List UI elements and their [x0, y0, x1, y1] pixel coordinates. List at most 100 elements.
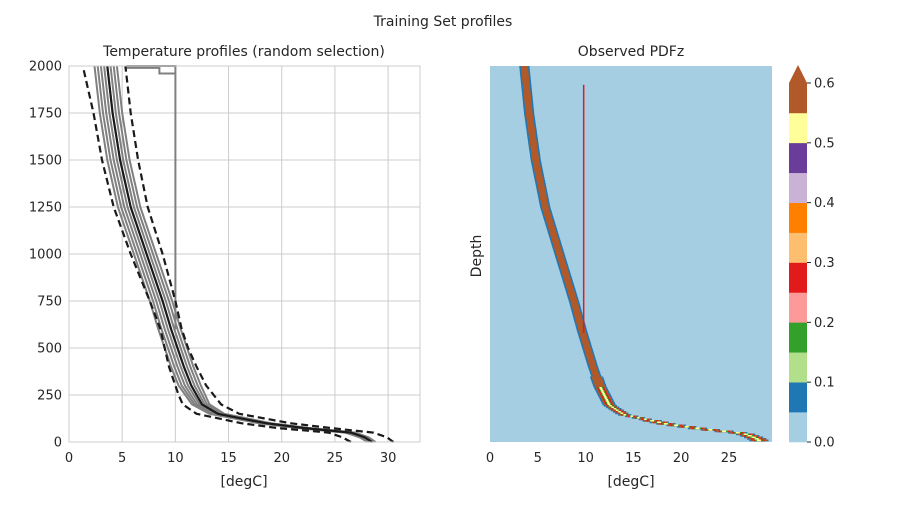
pdfz-cell	[684, 426, 689, 428]
pdfz-cell	[583, 345, 591, 347]
pdfz-cell	[535, 174, 543, 176]
pdfz-cell	[523, 87, 530, 89]
pdfz-cell	[543, 213, 551, 215]
pdfz-cell	[544, 216, 552, 218]
pdfz-cell	[644, 418, 647, 421]
pdfz-cell	[525, 111, 533, 113]
pdfz-cell	[531, 154, 539, 157]
pdfz-cell	[559, 265, 567, 268]
pdfz-cell	[524, 97, 532, 100]
pdfz-cell	[589, 364, 596, 367]
pdfz-cell	[545, 217, 553, 220]
pdfz-cell	[538, 187, 545, 190]
colorbar-tick-label: 0.1	[814, 376, 835, 391]
pdfz-cell	[754, 438, 759, 440]
pdfz-cell	[587, 360, 595, 362]
pdfz-cell	[562, 274, 570, 277]
pdfz-cell	[527, 127, 535, 130]
pdfz-cell	[540, 199, 548, 202]
colorbar-segment	[789, 112, 807, 144]
pdfz-cell	[531, 150, 538, 152]
pdfz-cell	[526, 115, 533, 118]
pdfz-cell	[539, 196, 547, 199]
pdfz-cell	[578, 330, 586, 332]
pdfz-cell	[571, 303, 579, 305]
left-y-tick-label: 1250	[29, 201, 62, 216]
pdfz-cell	[558, 262, 566, 265]
pdfz-cell	[546, 220, 554, 223]
pdfz-band	[519, 66, 769, 442]
pdfz-cell	[592, 373, 600, 376]
pdfz-cell	[556, 253, 564, 256]
pdfz-cell	[527, 123, 535, 125]
pdfz-cell	[565, 283, 573, 286]
pdfz-cell	[708, 429, 713, 431]
pdfz-cell	[540, 198, 548, 200]
pdfz-cell	[576, 322, 584, 325]
left-grid	[68, 65, 420, 443]
pdfz-cell	[590, 367, 597, 370]
pdfz-cell	[534, 168, 541, 170]
pdfz-cell	[618, 411, 621, 413]
pdfz-cell	[529, 141, 537, 143]
pdfz-cell	[603, 394, 606, 397]
pdfz-cell	[573, 310, 581, 313]
left-x-axis-label: [degC]	[220, 474, 267, 490]
pdfz-cell	[592, 375, 600, 377]
pdfz-cell	[582, 343, 590, 346]
pdfz-cell	[538, 189, 546, 191]
pdfz-cell	[568, 294, 576, 296]
pdfz-cell	[548, 229, 556, 232]
pdfz-cell	[521, 69, 529, 71]
pdfz-cell	[542, 208, 550, 211]
pdfz-cell	[594, 384, 605, 386]
pdfz-cell	[538, 192, 546, 194]
pdfz-cell	[528, 130, 536, 133]
pdfz-cell	[531, 153, 539, 155]
pdfz-cell	[613, 408, 617, 410]
pdfz-cell	[735, 432, 740, 434]
pdfz-cell	[547, 225, 555, 227]
figure-suptitle: Training Set profiles	[373, 14, 513, 30]
pdfz-cell	[539, 195, 547, 197]
pdfz-cell	[543, 211, 551, 214]
colorbar-tick-label: 0.0	[814, 436, 835, 451]
pdfz-cell	[525, 106, 532, 109]
pdfz-cell	[527, 124, 535, 127]
pdfz-cell	[533, 166, 541, 169]
pdfz-cell	[560, 267, 568, 269]
pdfz-cell	[567, 291, 575, 293]
pdfz-cell	[566, 286, 574, 289]
pdfz-cell	[526, 117, 534, 119]
right-y-axis-label: Depth	[469, 235, 485, 278]
colorbar-extend-arrow	[789, 65, 807, 83]
pdfz-cell	[657, 421, 662, 424]
pdfz-cell	[529, 142, 537, 145]
pdfz-cell	[579, 331, 586, 334]
pdfz-cell	[522, 82, 530, 85]
pdfz-cell	[591, 376, 602, 379]
pdfz-cell	[525, 109, 533, 112]
pdfz-cell	[572, 306, 579, 308]
pdfz-cell	[542, 210, 550, 212]
pdfz-cell	[550, 235, 558, 238]
pdfz-cell	[747, 435, 752, 437]
pdfz-cell	[574, 316, 582, 319]
pdfz-cell	[539, 193, 547, 196]
right-x-tick-labels: 0 5 10 15 20 25	[486, 451, 737, 466]
pdfz-cell	[551, 237, 559, 239]
colorbar-tick-label: 0.5	[814, 136, 835, 151]
pdfz-cell	[574, 315, 582, 317]
colorbar-segment	[789, 322, 807, 353]
pdfz-cell	[522, 81, 530, 83]
left-y-tick-labels: 0 250 500 750 1000 1250 1500 1750 2000	[29, 60, 62, 451]
pdfz-cell	[581, 340, 589, 343]
left-series	[81, 65, 395, 443]
colorbar: 0.0 0.1 0.2 0.3 0.4 0.5 0.6	[789, 65, 835, 451]
pdfz-cell	[521, 70, 529, 73]
pdfz-cell	[604, 397, 608, 400]
pdfz-cell	[533, 163, 541, 166]
pdfz-cell	[588, 361, 596, 364]
pdfz-cell	[528, 133, 536, 136]
